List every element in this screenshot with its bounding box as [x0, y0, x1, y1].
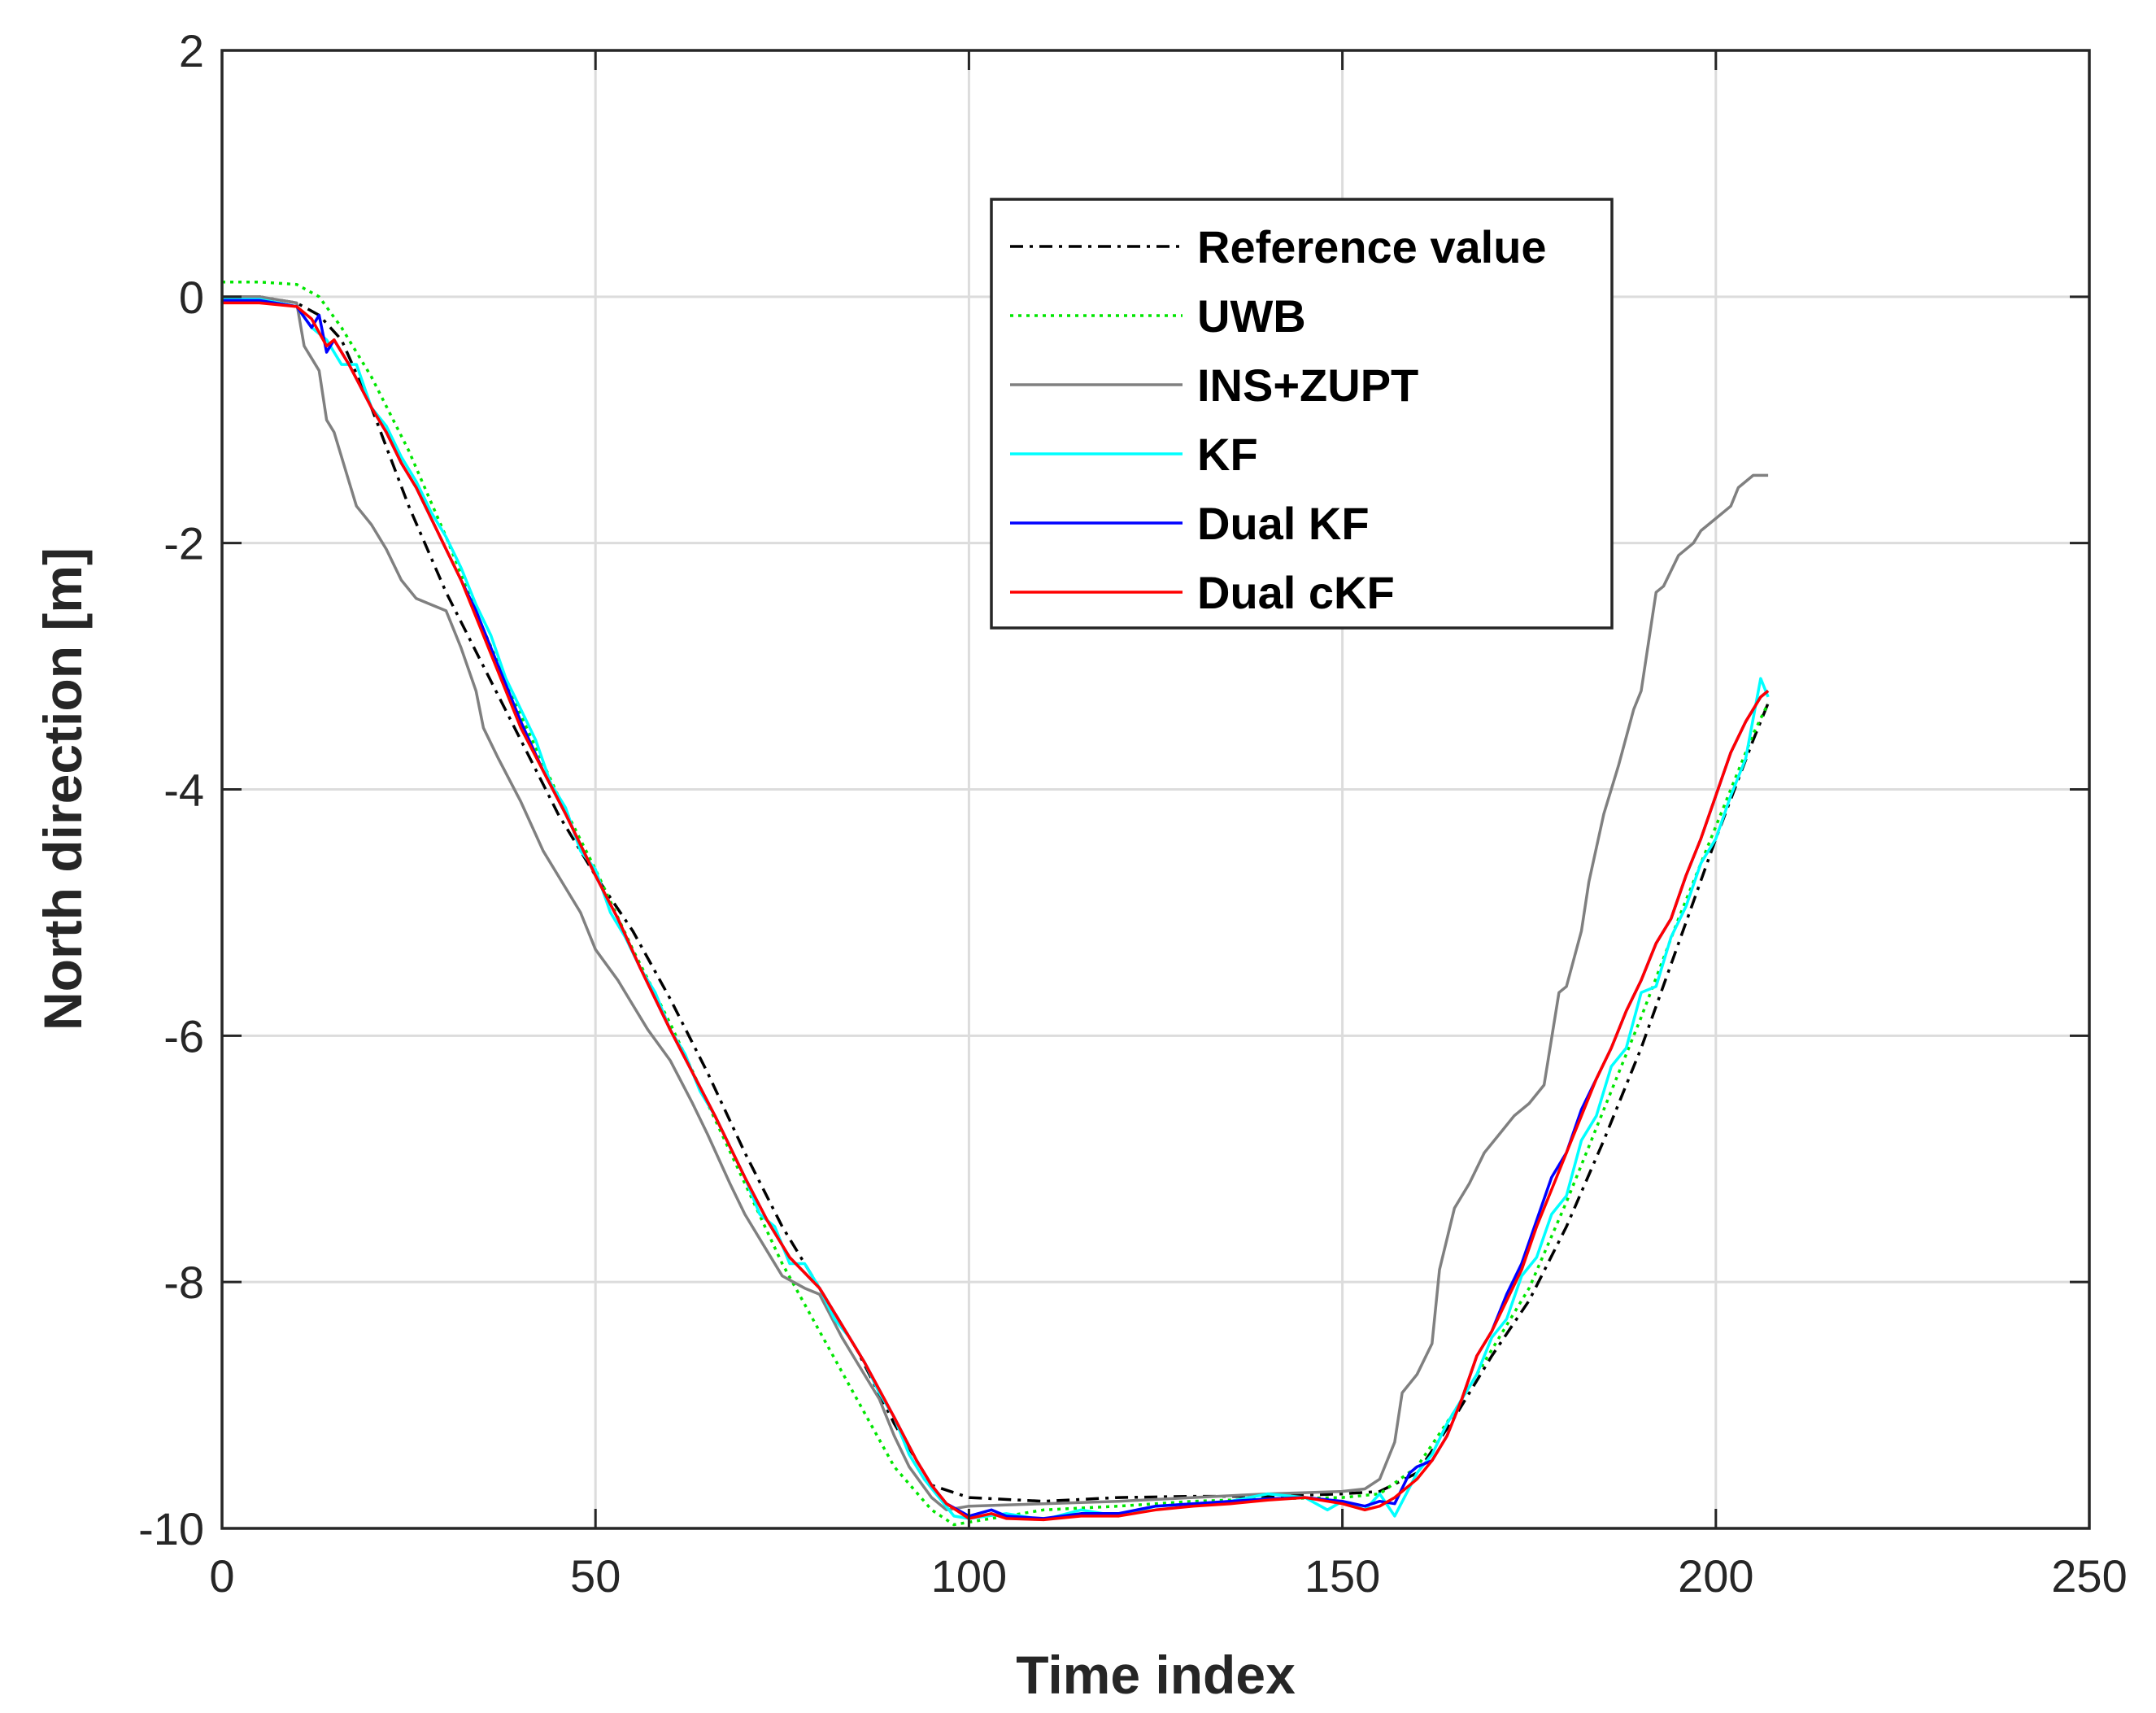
series-line-ins-zupt	[222, 295, 1769, 1512]
y-tick-label: 0	[179, 272, 204, 323]
y-tick-label: 2	[179, 25, 204, 76]
ticks: 0 50 100 150 200 250 -10 -8 -6 -4 -2 0 2	[138, 25, 2128, 1602]
legend-label-kf: KF	[1197, 429, 1258, 480]
y-axis-title: North direction [m]	[33, 547, 93, 1031]
x-tick-label: 250	[2051, 1550, 2127, 1602]
x-tick-label: 150	[1304, 1550, 1380, 1602]
y-tick-label: -6	[163, 1010, 204, 1061]
data-series	[222, 280, 1770, 1527]
y-tick-label: -10	[138, 1503, 204, 1554]
y-tick-label: -2	[163, 518, 204, 569]
legend-box	[990, 198, 1614, 630]
legend-label-dual-kf: Dual KF	[1197, 498, 1370, 549]
series-line-kf	[222, 298, 1770, 1522]
series-line-dual-ckf	[222, 301, 1770, 1522]
legend-label-dual-ckf: Dual cKF	[1197, 567, 1395, 618]
x-tick-label: 100	[931, 1550, 1007, 1602]
series-line-reference-value	[222, 295, 1770, 1503]
x-axis-title: Time index	[1016, 1645, 1296, 1705]
legend: Reference value UWB INS+ZUPT KF Dual KF Dual …	[990, 198, 1614, 630]
y-tick-label: -8	[163, 1257, 204, 1308]
x-tick-label: 50	[570, 1550, 621, 1602]
legend-label-reference-value: Reference value	[1197, 221, 1547, 272]
x-tick-label: 0	[209, 1550, 234, 1602]
series-line-uwb	[222, 280, 1770, 1527]
legend-label-ins-zupt: INS+ZUPT	[1197, 360, 1418, 411]
y-tick-label: -4	[163, 765, 204, 816]
legend-label-uwb: UWB	[1197, 290, 1306, 342]
x-tick-label: 200	[1678, 1550, 1753, 1602]
